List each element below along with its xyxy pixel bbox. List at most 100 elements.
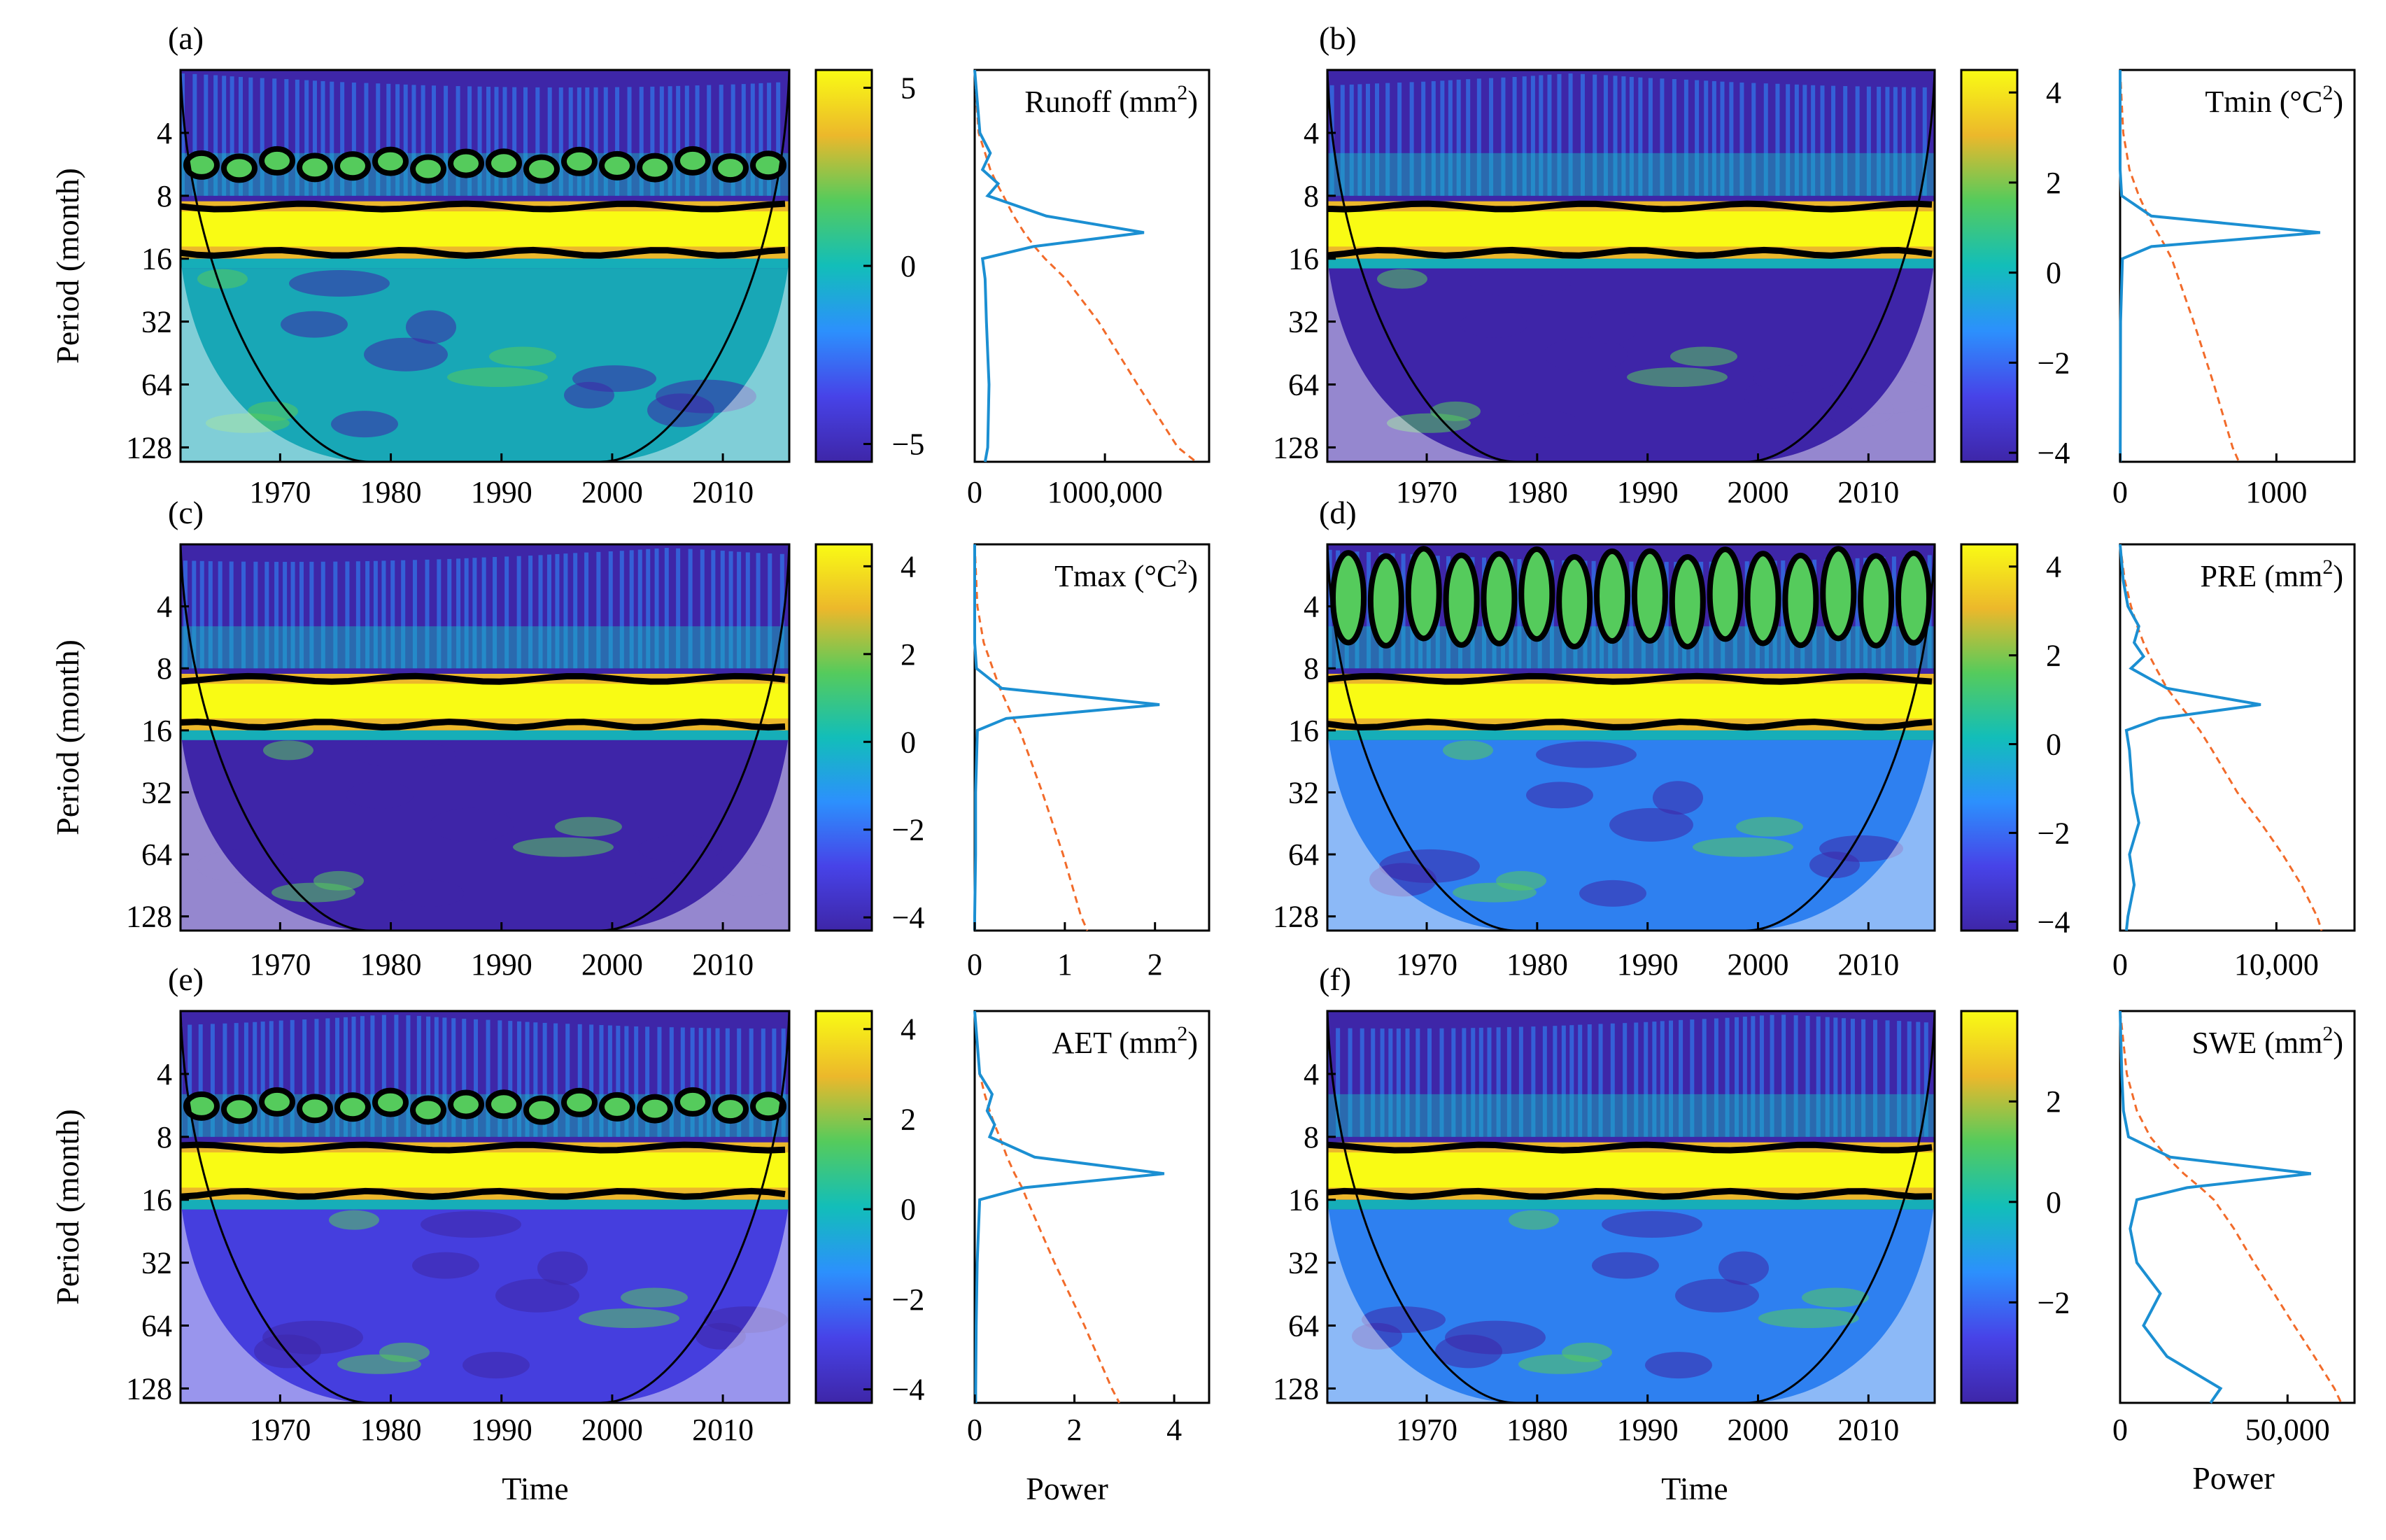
coi-shade-right [600, 730, 789, 931]
significance-blob [1481, 551, 1518, 647]
colorbar-tick-label: −4 [892, 900, 925, 935]
noise-stripe [707, 1028, 712, 1137]
noise-stripe [779, 553, 784, 669]
noise-stripe [720, 551, 725, 669]
noise-stripe [749, 1028, 754, 1137]
power-blob [1443, 740, 1493, 761]
panel-swe: (f) 4 8 16 32 64 128 1970 1980 1990 2000 2010 2 0 −2 SW… [1273, 961, 2356, 1447]
gws-power-line [973, 1010, 1165, 1403]
gws-title: SWE (mm2) [2191, 1022, 2343, 1060]
x-tick-label: 1970 [249, 475, 311, 509]
noise-stripe [434, 1017, 439, 1137]
significance-blob [1556, 553, 1593, 650]
noise-stripe [676, 548, 681, 669]
noise-stripe [210, 1024, 215, 1137]
noise-band [1327, 153, 1935, 196]
noise-stripe [1360, 1028, 1364, 1137]
noise-stripe [634, 1026, 639, 1137]
noise-stripe [330, 81, 334, 196]
y-tick-label: 8 [1304, 179, 1319, 213]
noise-stripe [1522, 76, 1527, 196]
significance-blob [1405, 546, 1442, 642]
colorbar-tick-label: 4 [2046, 76, 2061, 110]
noise-stripe [1770, 1015, 1774, 1137]
colorbar-tick-label: −5 [892, 428, 925, 462]
x-tick-label: 1970 [1396, 1413, 1457, 1447]
noise-stripe [188, 1024, 192, 1137]
significance-blob [297, 1094, 333, 1124]
noise-stripe [421, 85, 425, 196]
y-axis-label: Period (month) [50, 168, 85, 364]
colorbar-tick-label: 2 [901, 637, 916, 672]
noise-stripe [204, 74, 209, 196]
noise-stripe [1648, 78, 1653, 196]
noise-stripe [504, 556, 509, 669]
x-tick-label: 1980 [1506, 1413, 1568, 1447]
noise-stripe [472, 558, 477, 669]
x-axis-label-left: Time [502, 1471, 568, 1506]
noise-stripe [403, 84, 408, 196]
noise-stripe [456, 558, 461, 669]
noise-stripe [761, 1028, 765, 1137]
noise-stripe [1841, 1018, 1846, 1137]
gws-significance-line [973, 544, 1089, 931]
noise-stripe [585, 87, 590, 196]
gws-title: Tmax (°C2) [1054, 556, 1198, 593]
gws-x-tick-label: 0 [2112, 1413, 2128, 1447]
colorbar-tick-label: 0 [901, 725, 916, 759]
power-blob [472, 781, 522, 815]
colorbar-tick-label: −2 [2038, 816, 2070, 850]
power-blob [713, 863, 780, 897]
noise-stripe [1531, 1026, 1536, 1137]
power-blob [463, 1352, 530, 1379]
power-blob [281, 311, 348, 338]
noise-stripe [320, 561, 325, 669]
colorbar-tick-label: 4 [901, 1012, 916, 1047]
noise-stripe [1357, 84, 1362, 196]
coi-shade-left [181, 1199, 369, 1403]
power-blob [263, 740, 313, 761]
power-blob [495, 1278, 579, 1313]
noise-stripe [284, 79, 289, 196]
noise-stripe [1439, 1028, 1444, 1137]
noise-stripe [223, 1023, 227, 1137]
gws-x-tick-label: 4 [1166, 1413, 1182, 1447]
power-blob [1509, 1210, 1559, 1230]
noise-stripe [253, 1022, 257, 1137]
y-tick-label: 64 [1288, 368, 1319, 402]
noise-stripe [355, 561, 360, 669]
power-blob [289, 269, 390, 297]
gws-x-tick-label: 0 [967, 1413, 982, 1447]
noise-stripe [467, 86, 472, 196]
panel-tmax: (c) 4 8 16 32 64 128 Period (month) 1970 1980 1990… [50, 495, 1210, 982]
y-tick-label: 32 [141, 1246, 172, 1280]
noise-stripe [1578, 1024, 1583, 1137]
noise-stripe [1518, 1026, 1523, 1137]
noise-stripe [668, 86, 672, 196]
noise-stripe [1569, 1025, 1574, 1137]
noise-stripe [1751, 83, 1756, 196]
y-tick-label: 4 [1304, 116, 1319, 150]
noise-stripe [1340, 85, 1345, 196]
panel-label: (a) [168, 20, 204, 56]
y-tick-label: 8 [1304, 651, 1319, 686]
noise-stripe [373, 560, 378, 669]
noise-stripe [596, 551, 601, 669]
y-tick-label: 64 [141, 838, 172, 872]
noise-stripe [364, 83, 369, 196]
noise-stripe [381, 1015, 386, 1137]
significance-blob [1631, 548, 1668, 644]
noise-stripe [1336, 1028, 1341, 1137]
noise-stripe [627, 87, 632, 196]
noise-stripe [1811, 85, 1816, 196]
x-tick-label: 1990 [471, 1413, 532, 1447]
annual-band-core [1327, 211, 1935, 247]
noise-stripe [272, 78, 277, 196]
significance-blob [1594, 548, 1631, 644]
significance-blob [712, 1094, 749, 1124]
map-frame [1326, 69, 1936, 463]
power-blob [1693, 837, 1793, 857]
y-tick-label: 4 [157, 590, 172, 624]
power-blob [1430, 401, 1481, 421]
gws-x-tick-label: 0 [967, 475, 982, 509]
